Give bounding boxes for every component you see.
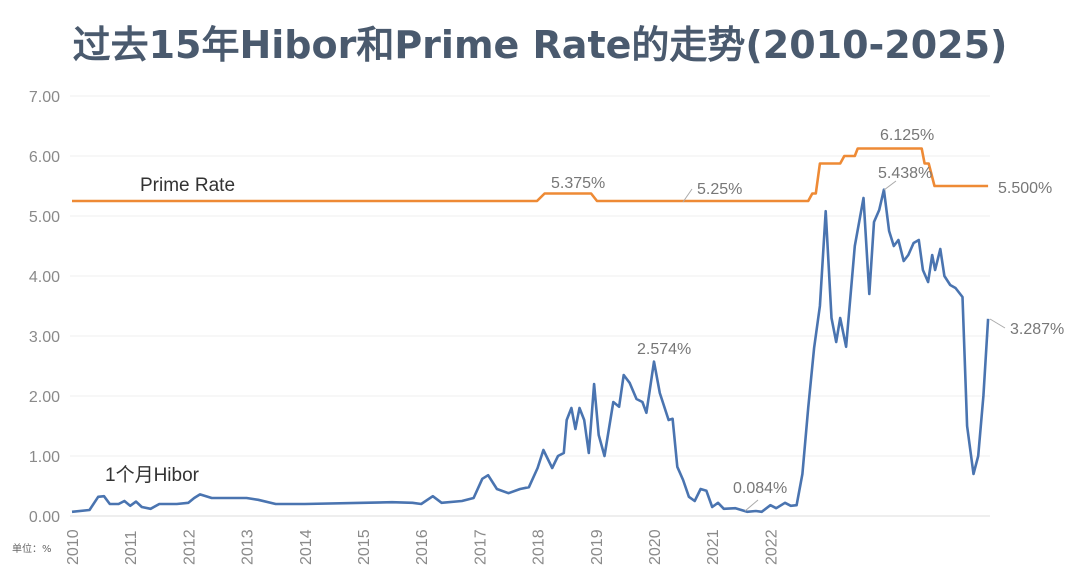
series-label-prime-rate: Prime Rate	[140, 175, 235, 196]
x-tick-label: 2011	[123, 530, 140, 565]
annotation-3-287: 3.287%	[1010, 321, 1064, 338]
y-tick-label: 3.00	[29, 329, 60, 346]
x-tick-label: 2017	[472, 529, 489, 565]
x-tick-label: 2022	[763, 529, 780, 565]
series-lines	[71, 147, 990, 514]
y-axis: 0.00 1.00 2.00 3.00 4.00 5.00 6.00 7.00	[29, 89, 60, 526]
series-label-hibor: 1个月Hibor	[105, 464, 200, 486]
x-tick-label: 2020	[647, 529, 664, 565]
annotation-5-375: 5.375%	[551, 175, 605, 192]
hibor-line	[71, 188, 990, 514]
x-tick-label: 2014	[298, 529, 315, 565]
annotation-5-500: 5.500%	[998, 180, 1052, 197]
x-tick-label: 2016	[414, 529, 431, 565]
x-tick-label: 2010	[65, 529, 82, 565]
x-tick-label: 2019	[589, 529, 606, 565]
annotation-2-574: 2.574%	[637, 341, 691, 358]
chart-title: 过去15年Hibor和Prime Rate的走势(2010-2025)	[73, 23, 1008, 67]
leader-line	[989, 318, 1006, 329]
y-tick-label: 5.00	[29, 209, 60, 226]
y-tick-label: 6.00	[29, 149, 60, 166]
y-tick-label: 7.00	[29, 89, 60, 106]
y-tick-label: 1.00	[29, 449, 60, 466]
x-tick-label: 2012	[181, 529, 198, 565]
x-axis: 2010 2011 2012 2013 2014 2015 2016 2017 2018 2019…	[65, 529, 780, 565]
annotation-5-25: 5.25%	[697, 181, 742, 198]
leader-line	[682, 188, 693, 203]
annotations: 5.375% 5.25% 6.125% 5.438% 5.500% 3.287%…	[551, 127, 1064, 512]
y-tick-label: 0.00	[29, 509, 60, 526]
y-tick-label: 4.00	[29, 269, 60, 286]
prime-rate-line	[72, 147, 989, 203]
gridlines	[70, 95, 990, 517]
x-tick-label: 2021	[705, 529, 722, 565]
x-tick-label: 2013	[240, 529, 257, 565]
leader-line	[883, 180, 897, 191]
annotation-0-084: 0.084%	[733, 480, 787, 497]
leader-line	[744, 499, 759, 512]
x-tick-label: 2015	[356, 529, 373, 565]
unit-label: 单位：%	[12, 542, 52, 555]
y-tick-label: 2.00	[29, 389, 60, 406]
annotation-6-125: 6.125%	[880, 127, 934, 144]
annotation-5-438: 5.438%	[878, 165, 932, 182]
x-tick-label: 2018	[531, 529, 548, 565]
